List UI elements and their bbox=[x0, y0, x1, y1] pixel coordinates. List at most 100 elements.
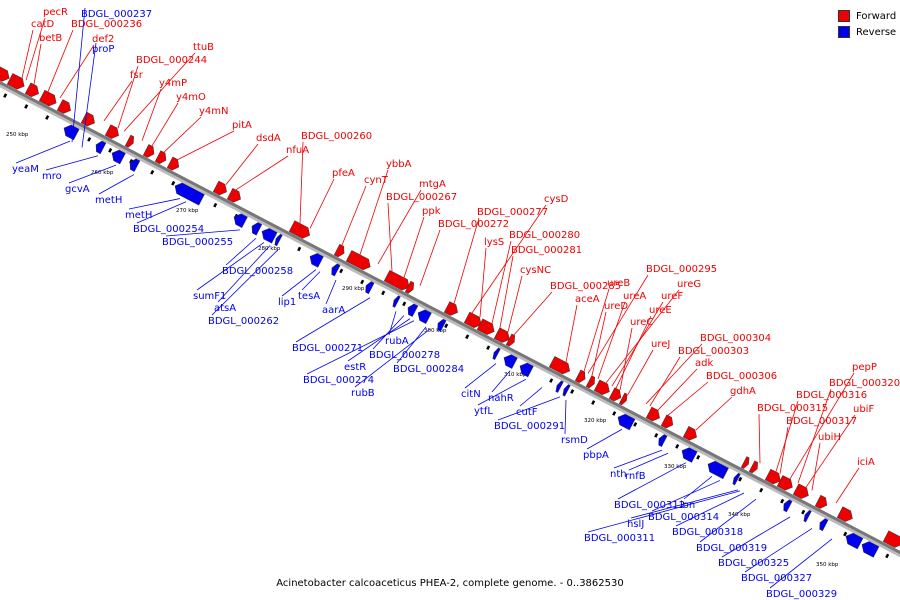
reverse-leader-line bbox=[211, 249, 279, 316]
legend-forward: Forward bbox=[838, 8, 896, 24]
forward-gene-arrow bbox=[548, 356, 571, 375]
forward-gene-arrow bbox=[212, 180, 227, 196]
forward-gene-label: adk bbox=[695, 358, 713, 369]
minor-tick bbox=[3, 93, 8, 98]
reverse-gene-arrow bbox=[417, 309, 432, 325]
minor-tick bbox=[381, 290, 386, 296]
reverse-leader-line bbox=[325, 279, 337, 305]
minor-tick bbox=[24, 104, 29, 109]
reverse-gene-arrow bbox=[251, 222, 263, 236]
reverse-gene-label: BDGL_000262 bbox=[208, 316, 279, 327]
reverse-gene-label: BDGL_000255 bbox=[162, 237, 233, 248]
reverse-gene-arrow bbox=[407, 303, 419, 317]
forward-leader-line bbox=[59, 44, 95, 99]
minor-tick bbox=[696, 454, 701, 460]
forward-leader-line bbox=[797, 388, 832, 484]
legend: Forward Reverse bbox=[838, 8, 896, 40]
reverse-gene-arrow bbox=[233, 213, 248, 228]
minor-tick bbox=[654, 433, 659, 438]
forward-gene-label: cynT bbox=[364, 175, 389, 186]
reverse-gene-arrow bbox=[392, 295, 401, 308]
reverse-gene-label: BDGL_000327 bbox=[741, 573, 812, 584]
reverse-gene-label: BDGL_000291 bbox=[494, 421, 565, 432]
kbp-tick-label: 330 kbp bbox=[664, 464, 687, 470]
forward-leader-line bbox=[163, 116, 202, 153]
reverse-gene-arrow bbox=[803, 510, 812, 523]
forward-gene-arrow bbox=[345, 250, 371, 271]
forward-gene-arrow bbox=[814, 494, 828, 509]
minor-tick bbox=[570, 389, 575, 394]
forward-leader-line bbox=[657, 368, 698, 411]
reverse-gene-label: BDGL_000311 bbox=[584, 533, 655, 544]
reverse-gene-label: BDGL_000271 bbox=[292, 343, 363, 354]
forward-gene-arrow bbox=[882, 530, 900, 548]
reverse-gene-arrow bbox=[555, 380, 564, 393]
reverse-leader-line bbox=[165, 229, 241, 237]
forward-gene-label: ubiF bbox=[853, 404, 874, 415]
reverse-gene-label: cutF bbox=[516, 407, 538, 418]
forward-leader-line bbox=[695, 396, 733, 431]
forward-leader-line bbox=[649, 356, 681, 407]
forward-gene-arrow bbox=[608, 387, 622, 402]
forward-leader-line bbox=[627, 349, 654, 395]
forward-gene-label: betB bbox=[39, 33, 62, 44]
forward-gene-label: cysD bbox=[544, 194, 569, 205]
forward-gene-label: BDGL_000260 bbox=[301, 131, 372, 142]
reverse-gene-label: ytfL bbox=[474, 406, 493, 417]
forward-gene-arrow bbox=[288, 220, 311, 239]
reverse-leader-line bbox=[301, 271, 321, 291]
forward-leader-line bbox=[471, 204, 547, 314]
forward-leader-line bbox=[103, 80, 133, 122]
forward-gene-label: BDGL_000306 bbox=[706, 371, 777, 382]
forward-leader-line bbox=[491, 240, 512, 324]
forward-gene-arrow bbox=[443, 301, 458, 316]
forward-gene-label: BDGL_000317 bbox=[786, 416, 857, 427]
forward-leader-line bbox=[377, 189, 422, 265]
reverse-gene-label: BDGL_000325 bbox=[718, 558, 789, 569]
reverse-gene-arrow bbox=[732, 472, 741, 486]
reverse-gene-label: BDGL_000278 bbox=[369, 350, 440, 361]
forward-leader-line bbox=[117, 65, 139, 129]
reverse-gene-label: pbpA bbox=[583, 450, 609, 461]
forward-gene-label: y4mO bbox=[176, 92, 206, 103]
reverse-leader-line bbox=[15, 140, 71, 164]
legend-reverse-label: Reverse bbox=[856, 26, 897, 38]
forward-leader-line bbox=[479, 247, 487, 318]
kbp-tick-label: 250 kbp bbox=[6, 132, 29, 138]
reverse-gene-label: rubB bbox=[351, 388, 375, 399]
reverse-leader-line bbox=[491, 370, 511, 393]
reverse-gene-label: atsA bbox=[214, 303, 236, 314]
reverse-leader-line bbox=[675, 492, 745, 527]
forward-gene-arrow bbox=[764, 468, 781, 485]
forward-leader-line bbox=[775, 400, 799, 472]
reverse-leader-line bbox=[347, 318, 411, 362]
minor-tick bbox=[885, 553, 890, 559]
reverse-gene-label: metH bbox=[95, 195, 122, 206]
reverse-gene-label: yeaM bbox=[12, 164, 39, 175]
reverse-gene-arrow bbox=[562, 384, 571, 397]
forward-gene-arrow bbox=[333, 243, 345, 258]
forward-leader-line bbox=[177, 130, 235, 160]
reverse-leader-line bbox=[721, 516, 791, 558]
reverse-gene-label: proP bbox=[92, 44, 114, 55]
reverse-leader-line bbox=[396, 326, 427, 364]
forward-leader-line bbox=[151, 102, 179, 147]
reverse-leader-line bbox=[81, 42, 97, 148]
forward-leader-line bbox=[758, 413, 761, 464]
forward-gene-label: fsr bbox=[130, 70, 144, 81]
forward-gene-arrow bbox=[38, 89, 57, 107]
forward-leader-line bbox=[779, 426, 789, 474]
reverse-leader-line bbox=[699, 498, 757, 543]
forward-gene-arrow bbox=[104, 124, 119, 139]
forward-gene-label: BDGL_000315 bbox=[757, 403, 828, 414]
genome-caption: Acinetobacter calcoaceticus PHEA-2, comp… bbox=[276, 578, 624, 589]
reverse-leader-line bbox=[769, 538, 833, 589]
forward-leader-line bbox=[47, 29, 74, 92]
forward-gene-arrow bbox=[6, 73, 25, 90]
forward-leader-line bbox=[583, 288, 610, 372]
reverse-leader-line bbox=[217, 245, 271, 303]
forward-gene-label: BDGL_000304 bbox=[700, 333, 771, 344]
forward-gene-label: y4mN bbox=[199, 106, 229, 117]
forward-leader-line bbox=[453, 217, 480, 304]
kbp-tick-label: 320 kbp bbox=[584, 418, 607, 424]
